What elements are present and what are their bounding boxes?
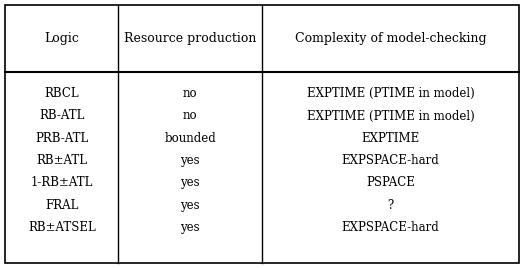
Text: EXPSPACE-hard: EXPSPACE-hard bbox=[342, 154, 439, 167]
Text: FRAL: FRAL bbox=[45, 199, 79, 212]
Text: yes: yes bbox=[180, 176, 200, 189]
Text: EXPSPACE-hard: EXPSPACE-hard bbox=[342, 221, 439, 234]
Text: EXPTIME (PTIME in model): EXPTIME (PTIME in model) bbox=[307, 87, 474, 100]
Text: yes: yes bbox=[180, 199, 200, 212]
Text: ?: ? bbox=[387, 199, 394, 212]
Text: no: no bbox=[183, 87, 198, 100]
Text: yes: yes bbox=[180, 154, 200, 167]
Text: RB±ATL: RB±ATL bbox=[36, 154, 87, 167]
Text: yes: yes bbox=[180, 221, 200, 234]
Text: Logic: Logic bbox=[45, 32, 79, 45]
Text: RB±ATSEL: RB±ATSEL bbox=[28, 221, 95, 234]
Text: EXPTIME: EXPTIME bbox=[361, 132, 420, 145]
Text: Complexity of model-checking: Complexity of model-checking bbox=[294, 32, 486, 45]
Text: EXPTIME (PTIME in model): EXPTIME (PTIME in model) bbox=[307, 110, 474, 122]
Text: no: no bbox=[183, 110, 198, 122]
Text: PRB-ATL: PRB-ATL bbox=[35, 132, 89, 145]
Text: 1-RB±ATL: 1-RB±ATL bbox=[30, 176, 93, 189]
Text: PSPACE: PSPACE bbox=[366, 176, 415, 189]
Text: bounded: bounded bbox=[164, 132, 216, 145]
Text: Resource production: Resource production bbox=[124, 32, 256, 45]
Text: RBCL: RBCL bbox=[45, 87, 79, 100]
Text: RB-ATL: RB-ATL bbox=[39, 110, 84, 122]
